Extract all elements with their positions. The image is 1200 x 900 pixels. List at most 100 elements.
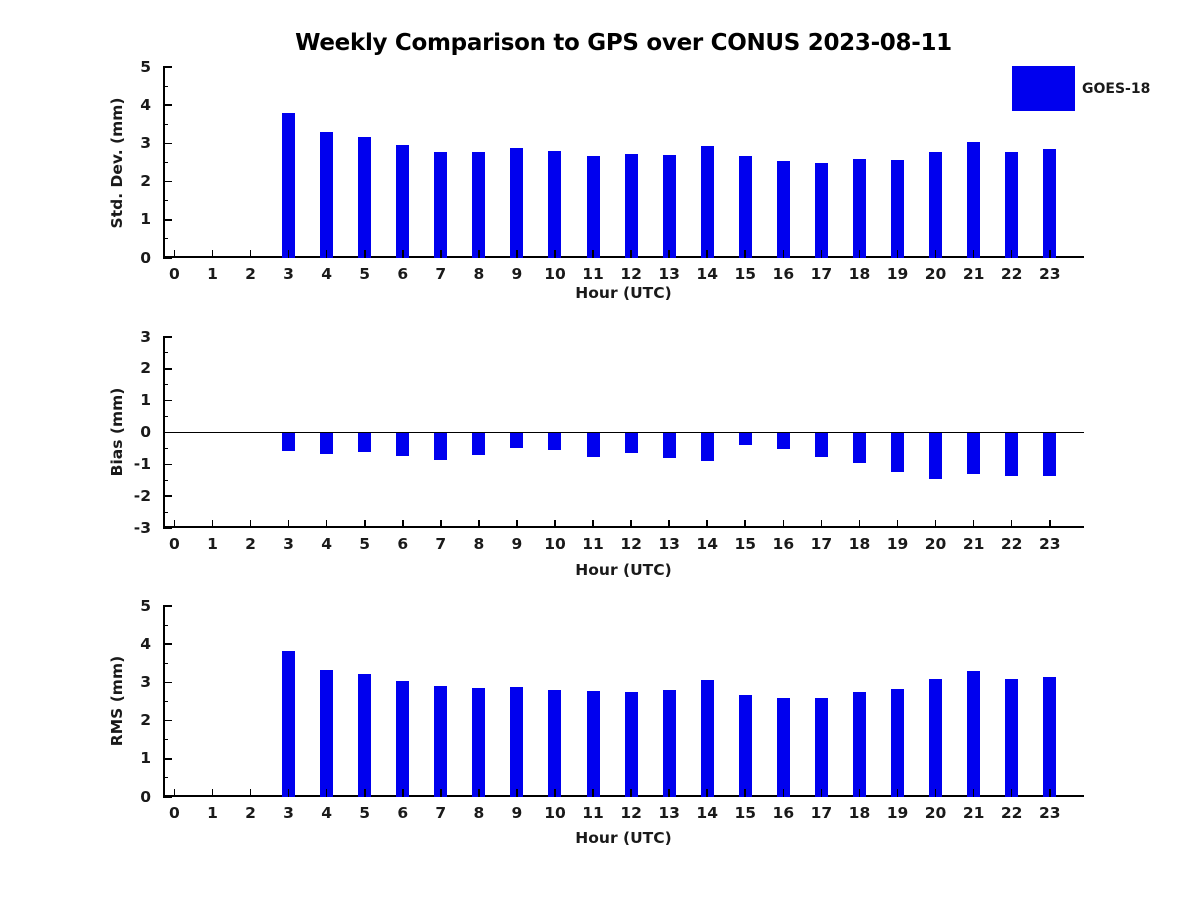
x-tick-label: 16 — [772, 804, 795, 822]
bar-hour-21 — [967, 141, 981, 258]
x-tick-label: 8 — [473, 265, 485, 283]
y-tick — [163, 495, 172, 497]
y-tick-label: 5 — [140, 57, 151, 76]
x-tick — [516, 250, 518, 258]
x-tick — [401, 250, 404, 258]
bar-hour-5 — [358, 137, 372, 258]
x-tick-label: 6 — [397, 265, 409, 283]
x-tick — [211, 250, 214, 258]
bar-hour-23 — [1043, 432, 1057, 477]
x-tick-label: 17 — [810, 265, 833, 283]
x-tick — [363, 250, 366, 258]
y-tick-label: 2 — [140, 172, 151, 191]
x-tick — [211, 520, 214, 528]
bar-hour-21 — [967, 432, 981, 474]
x-tick — [516, 520, 518, 528]
x-tick — [706, 789, 709, 797]
y-tick-label: 3 — [140, 327, 151, 346]
y-tick-label: 4 — [140, 95, 151, 114]
x-tick-label: 18 — [848, 265, 871, 283]
x-axis-spine — [163, 795, 1084, 797]
x-tick-label: 3 — [283, 804, 294, 822]
bar-hour-14 — [700, 432, 714, 461]
bar-hour-3 — [282, 651, 296, 797]
x-tick-label: 8 — [473, 804, 485, 822]
y-tick — [163, 758, 172, 760]
x-axis-label-rms: Hour (UTC) — [575, 829, 672, 847]
bar-hour-18 — [852, 692, 866, 797]
x-tick — [668, 789, 670, 797]
x-tick — [173, 520, 176, 528]
y-minor-tick — [163, 161, 168, 164]
x-tick — [1010, 250, 1013, 258]
x-tick — [440, 789, 442, 797]
y-axis-label-rms: RMS (mm) — [108, 655, 126, 747]
bar-hour-13 — [662, 690, 676, 797]
x-tick — [668, 520, 670, 528]
x-tick — [401, 789, 404, 797]
y-tick — [163, 719, 172, 722]
x-tick-label: 14 — [696, 265, 718, 283]
bar-hour-6 — [396, 681, 410, 797]
y-tick — [163, 605, 172, 607]
y-minor-tick — [163, 416, 168, 418]
x-tick — [896, 250, 899, 258]
y-minor-tick — [163, 479, 168, 481]
bar-hour-7 — [434, 686, 448, 797]
y-minor-tick — [163, 662, 168, 664]
bar-hour-8 — [472, 688, 486, 797]
x-tick-label: 5 — [359, 804, 371, 822]
plot-area-rms — [163, 605, 1084, 798]
x-tick-label: 13 — [658, 265, 680, 283]
bar-hour-4 — [320, 432, 334, 454]
bar-hour-23 — [1043, 148, 1057, 258]
x-tick — [706, 520, 709, 528]
x-tick — [173, 250, 176, 258]
x-tick — [858, 250, 861, 258]
plot-area-std-dev — [163, 66, 1084, 259]
y-minor-tick — [163, 511, 168, 513]
x-tick — [1010, 520, 1013, 528]
x-tick — [896, 520, 899, 528]
x-tick-label: 12 — [620, 535, 642, 553]
x-tick-label: 14 — [696, 535, 718, 553]
y-tick — [163, 463, 172, 466]
legend-swatch-goes18 — [1012, 66, 1075, 111]
x-tick-label: 1 — [207, 535, 218, 553]
bar-hour-6 — [396, 432, 410, 456]
x-tick-label: 2 — [245, 265, 256, 283]
y-tick — [163, 796, 172, 798]
bar-hour-13 — [662, 432, 676, 458]
x-tick — [972, 250, 975, 258]
zero-line — [163, 431, 1084, 434]
bar-hour-9 — [510, 432, 524, 448]
x-tick-label: 22 — [1000, 535, 1023, 553]
x-tick-label: 18 — [848, 535, 871, 553]
x-tick-label: 4 — [321, 535, 333, 553]
bar-hour-14 — [700, 680, 714, 797]
x-tick — [668, 250, 670, 258]
y-tick — [163, 336, 172, 338]
x-tick-label: 3 — [283, 535, 294, 553]
x-tick-label: 16 — [772, 265, 795, 283]
x-tick — [440, 250, 442, 258]
bar-hour-19 — [891, 160, 905, 258]
x-tick — [440, 520, 442, 528]
x-tick-label: 0 — [169, 804, 180, 822]
y-tick — [163, 66, 172, 68]
bar-hour-9 — [510, 147, 524, 258]
y-tick-label: 0 — [140, 423, 151, 441]
y-tick-label: 0 — [140, 787, 151, 806]
y-tick-label: -1 — [133, 454, 151, 473]
bar-hour-19 — [891, 689, 905, 797]
x-tick-label: 23 — [1038, 265, 1061, 283]
legend: GOES-18 — [1012, 66, 1150, 111]
x-tick-label: 10 — [544, 535, 566, 553]
x-tick-label: 6 — [397, 804, 409, 822]
bar-hour-10 — [548, 690, 562, 797]
y-tick-label: 5 — [140, 596, 151, 615]
y-minor-tick — [163, 739, 168, 741]
x-tick-label: 19 — [886, 535, 909, 553]
x-tick — [934, 250, 937, 258]
y-minor-tick — [163, 200, 168, 202]
